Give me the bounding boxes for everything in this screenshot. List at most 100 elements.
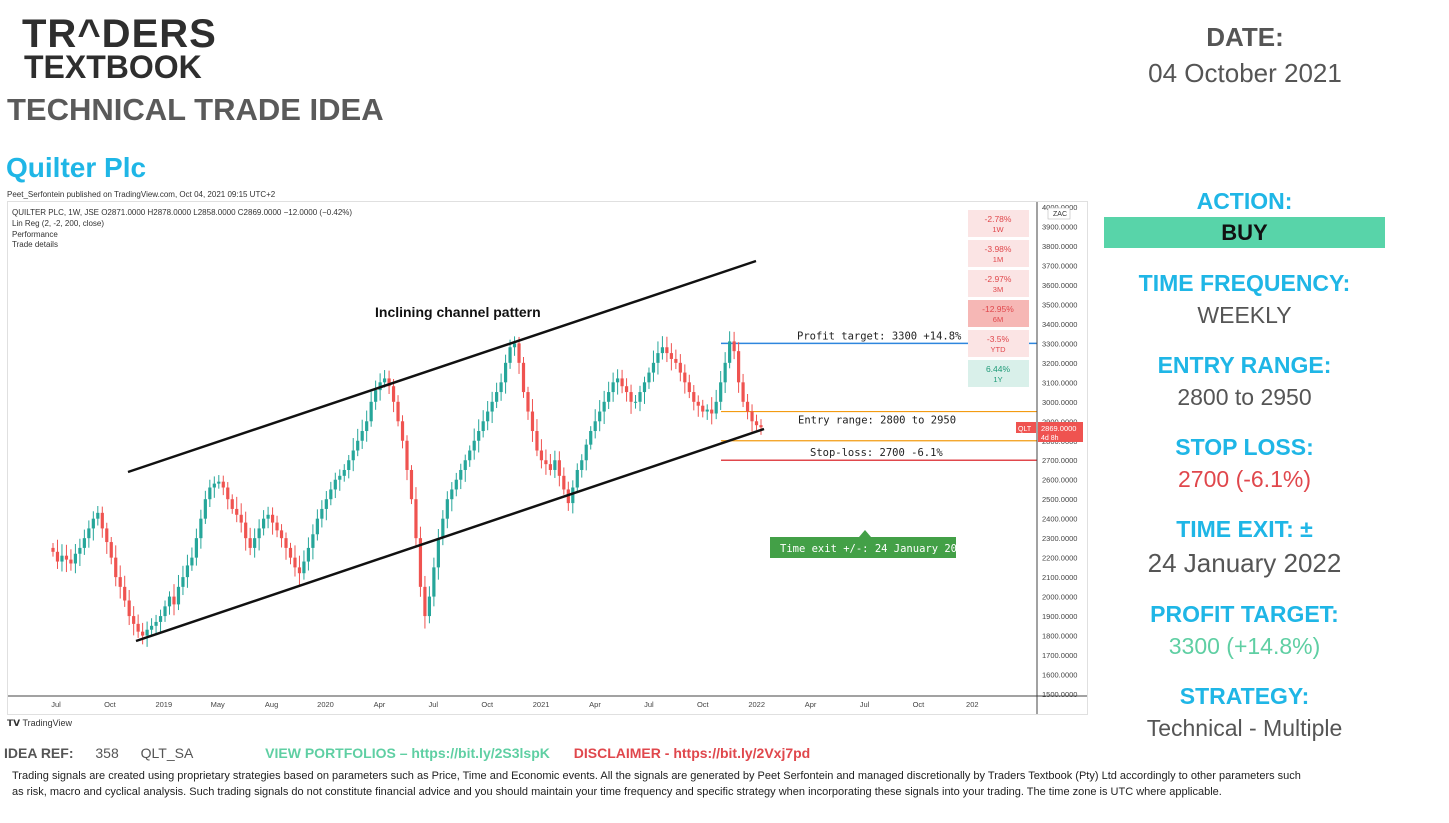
candle-body (647, 372, 651, 383)
candle-body (719, 382, 723, 402)
candle-body (158, 616, 163, 622)
candle-body (445, 499, 449, 519)
candle (91, 511, 95, 541)
candle (589, 426, 593, 450)
disclaimer-link[interactable]: DISCLAIMER - https://bit.ly/2Vxj7pd (573, 745, 811, 761)
candle (602, 390, 606, 425)
candle (651, 350, 656, 382)
candle (517, 336, 521, 374)
candle (64, 544, 69, 573)
strategy-label: STRATEGY: (1179, 683, 1310, 709)
y-tick-label: 1600.0000 (1042, 671, 1077, 680)
candle (342, 464, 346, 482)
candle-body (320, 508, 324, 519)
candle (127, 589, 131, 626)
candle-body (432, 567, 436, 597)
candle-body (616, 378, 620, 383)
candle (745, 394, 750, 420)
company-name: Quilter Plc (6, 152, 147, 183)
candle-body (306, 547, 311, 562)
candle (571, 480, 575, 514)
candle-body (468, 450, 472, 461)
candle (580, 454, 584, 478)
candle (141, 622, 145, 645)
candle-body (145, 629, 149, 636)
candle (418, 526, 423, 597)
candle-body (342, 469, 346, 476)
candle-body (351, 450, 355, 461)
candle (701, 399, 705, 418)
candle (454, 472, 458, 497)
profit-value: 3300 (+14.8%) (1168, 633, 1321, 659)
candle (723, 352, 727, 394)
candle (638, 385, 642, 412)
candle (288, 542, 293, 565)
x-tick-label: Oct (481, 700, 494, 709)
candle-body (51, 547, 55, 552)
candle-body (382, 378, 387, 383)
channel-lower-line (135, 427, 765, 643)
candle (221, 475, 225, 496)
candle-body (728, 341, 732, 363)
candle-body (114, 557, 118, 578)
idea-ref-number: 358 (95, 745, 119, 761)
brand-logo-line2: TEXTBOOK (24, 49, 202, 85)
chart-panel[interactable]: Profit target: 3300 +14.8% Entry range: 2… (7, 201, 1088, 715)
candle (158, 609, 163, 634)
performance-box-bg (968, 360, 1029, 387)
candle-body (141, 631, 145, 636)
candle-body (293, 557, 297, 568)
candle (217, 475, 221, 489)
candle (257, 519, 261, 551)
candle-body (208, 487, 212, 500)
candle-body (409, 469, 414, 500)
candle (82, 529, 86, 555)
candle-body (257, 528, 261, 539)
candle-body (127, 600, 131, 617)
candle (526, 386, 530, 420)
candle (176, 574, 181, 611)
candle (226, 482, 230, 510)
candle (495, 382, 499, 409)
candle-body (544, 460, 548, 465)
candle (445, 491, 449, 529)
candle-body (360, 431, 364, 441)
price-chart[interactable]: Profit target: 3300 +14.8% Entry range: 2… (8, 202, 1087, 714)
candle (284, 532, 288, 560)
candle-body (736, 351, 741, 383)
x-tick-label: Oct (104, 700, 117, 709)
candle (60, 544, 64, 572)
candle (212, 476, 216, 498)
entry-value: 2800 to 2950 (1177, 384, 1312, 410)
candle (710, 397, 714, 425)
candle (499, 373, 503, 401)
portfolios-link[interactable]: VIEW PORTFOLIOS – https://bit.ly/2S3lspK (265, 745, 550, 761)
candle (114, 545, 118, 587)
candle-body (149, 625, 154, 630)
candle-body (123, 586, 127, 601)
performance-box-bg (968, 270, 1029, 297)
candle (253, 528, 257, 558)
candle-body (230, 499, 234, 509)
candle-body (723, 362, 727, 383)
candle (633, 394, 638, 409)
candle-body (495, 392, 499, 402)
candle (87, 520, 91, 548)
candle (530, 399, 535, 442)
candle (78, 538, 82, 567)
y-tick-label: 3700.0000 (1042, 261, 1077, 270)
candle-body (741, 382, 745, 402)
candle-body (598, 411, 602, 422)
candle (136, 614, 140, 638)
candle-body (374, 390, 378, 402)
candle (293, 545, 297, 577)
candle-body (391, 386, 396, 402)
candle (642, 376, 647, 404)
candle (450, 482, 454, 512)
performance-box: -12.95%6M (968, 300, 1029, 327)
candle-body (499, 382, 503, 393)
candle (535, 419, 539, 457)
candle (548, 454, 552, 476)
candle-body (427, 596, 432, 617)
action-label: ACTION: (1196, 188, 1293, 214)
